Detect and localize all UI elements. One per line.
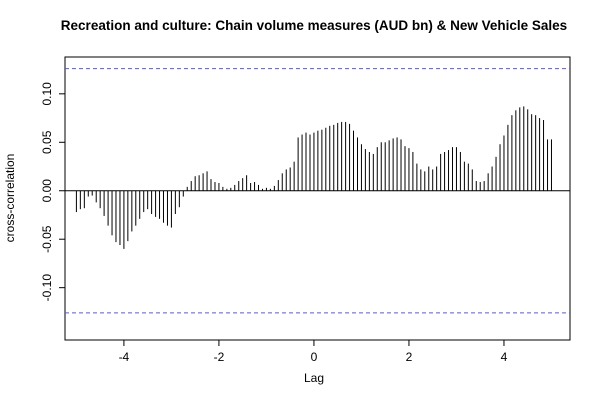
y-tick-label: -0.10 [40,274,54,302]
y-tick-label: 0.00 [40,179,54,203]
y-tick-label: 0.05 [40,130,54,154]
plot-frame [64,56,571,341]
x-tick-label: 2 [406,350,413,364]
y-tick-label: 0.10 [40,82,54,106]
chart-title: Recreation and culture: Chain volume mea… [61,18,567,33]
x-axis-label: Lag [304,371,324,385]
y-tick-label: -0.05 [40,225,54,253]
x-tick-label: -2 [214,350,225,364]
x-tick-label: 4 [501,350,508,364]
x-tick-label: 0 [311,350,318,364]
y-axis-label: cross-correlation [3,154,17,243]
x-tick-label: -4 [119,350,130,364]
